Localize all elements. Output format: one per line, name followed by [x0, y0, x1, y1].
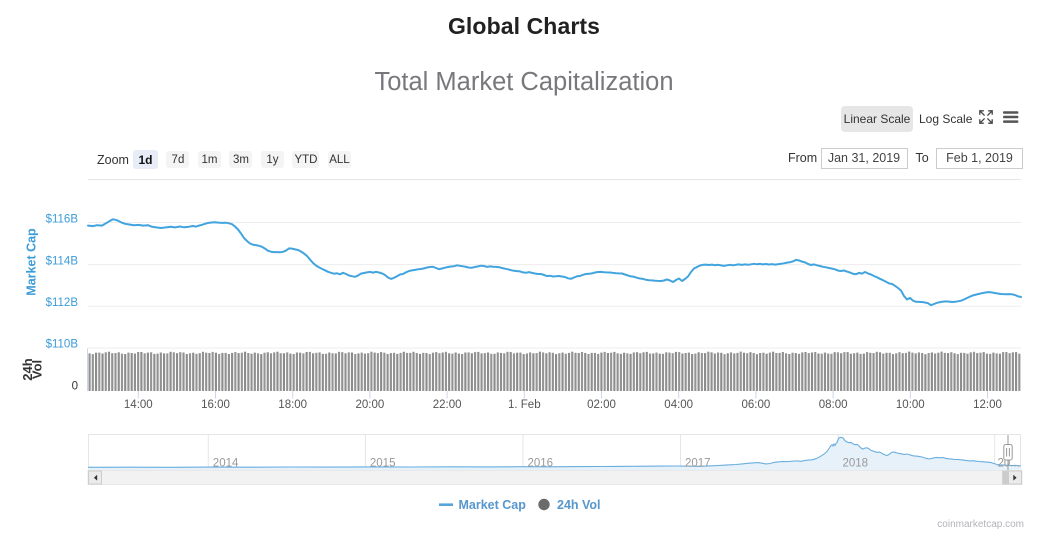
svg-text:2016: 2016 [528, 458, 554, 470]
svg-text:12:00: 12:00 [973, 399, 1002, 411]
svg-text:24h: 24h [20, 358, 35, 380]
svg-text:22:00: 22:00 [433, 399, 462, 411]
svg-text:Vol: Vol [30, 360, 45, 379]
svg-text:02:00: 02:00 [587, 399, 616, 411]
svg-text:$112B: $112B [46, 297, 79, 309]
svg-text:06:00: 06:00 [742, 399, 771, 411]
svg-text:$114B: $114B [46, 255, 79, 267]
svg-text:0: 0 [72, 381, 78, 393]
svg-text:24h Vol: 24h Vol [557, 498, 601, 512]
svg-text:10:00: 10:00 [896, 399, 925, 411]
svg-text:$116B: $116B [46, 214, 79, 226]
svg-text:08:00: 08:00 [819, 399, 848, 411]
svg-text:20...: 20... [998, 458, 1020, 470]
svg-text:2015: 2015 [370, 458, 396, 470]
svg-text:$110B: $110B [46, 338, 79, 350]
svg-text:1. Feb: 1. Feb [508, 399, 541, 411]
svg-text:2014: 2014 [213, 458, 239, 470]
svg-text:2018: 2018 [843, 458, 869, 470]
svg-text:2017: 2017 [685, 458, 711, 470]
svg-text:04:00: 04:00 [664, 399, 693, 411]
svg-text:18:00: 18:00 [278, 399, 307, 411]
svg-text:14:00: 14:00 [124, 399, 153, 411]
svg-text:Market Cap: Market Cap [459, 498, 527, 512]
svg-text:16:00: 16:00 [201, 399, 230, 411]
svg-text:20:00: 20:00 [356, 399, 385, 411]
svg-text:Market Cap: Market Cap [25, 228, 39, 296]
